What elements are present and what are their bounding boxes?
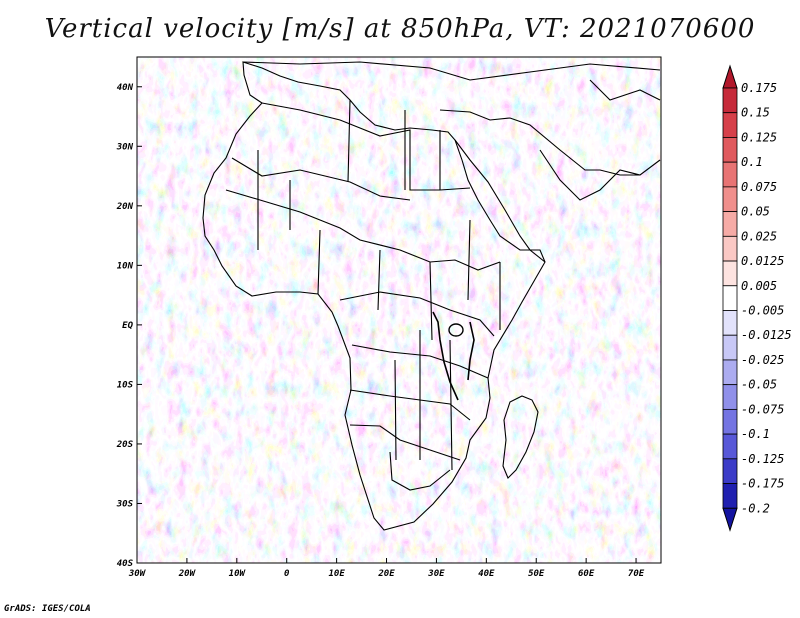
colorbar-label: -0.075	[741, 402, 784, 416]
lat-tick-label: 20S	[116, 440, 134, 450]
colorbar-swatch	[722, 211, 738, 237]
map-title: Vertical velocity [m/s] at 850hPa, VT: 2…	[44, 14, 756, 44]
lon-tick-label: 20W	[178, 569, 197, 579]
colorbar-label: 0.025	[741, 229, 777, 243]
lon-tick-label: 10E	[328, 569, 345, 579]
lat-tick-label: 40N	[117, 83, 134, 93]
colorbar-label: 0.1	[741, 155, 763, 169]
footer-credit: GrADS: IGES/COLA	[4, 604, 91, 614]
colorbar-label: -0.1	[741, 427, 770, 441]
colorbar-label: -0.025	[741, 353, 784, 367]
colorbar: 0.175 0.15 0.125 0.1 0.075 0.05 0.025 0.0125 0.0…	[722, 64, 792, 532]
lon-tick-label: 20E	[377, 569, 395, 579]
colorbar-swatch	[722, 310, 738, 336]
colorbar-swatch	[722, 433, 738, 460]
lat-tick-label: 10N	[117, 261, 134, 271]
lon-tick-label: 50E	[528, 569, 545, 579]
colorbar-swatch	[722, 359, 738, 386]
colorbar-swatch	[722, 235, 738, 262]
lon-tick-label: 0	[284, 569, 290, 579]
colorbar-label: 0.005	[741, 279, 777, 293]
lat-tick-label: 20N	[116, 202, 134, 212]
colorbar-label: -0.175	[741, 477, 784, 491]
colorbar-label: -0.2	[741, 501, 770, 515]
lon-tick-label: 60E	[578, 569, 595, 579]
colorbar-swatch	[722, 161, 738, 188]
colorbar-label: 0.0125	[741, 254, 784, 268]
lon-tick-labels: 30W 20W 10W 0 10E 20E 30E 40E 50E 60E 70E	[128, 558, 645, 579]
colorbar-label: 0.075	[741, 180, 777, 194]
lat-tick-label: 10S	[117, 380, 134, 390]
colorbar-swatch	[722, 334, 738, 361]
vertical-velocity-field	[137, 57, 661, 563]
coastlines-borders	[202, 61, 661, 531]
lat-tick-label: 30S	[116, 499, 134, 509]
lat-tick-label: EQ	[122, 321, 133, 331]
colorbar-swatch	[722, 137, 738, 163]
lat-tick-label: 30N	[116, 142, 134, 152]
colorbar-label: -0.125	[741, 452, 784, 466]
colorbar-label: 0.125	[741, 130, 777, 144]
colorbar-label: -0.005	[741, 304, 784, 318]
lat-tick-labels: 40N 30N 20N 10N EQ 10S 20S 30S 40S	[116, 83, 142, 569]
colorbar-swatch	[722, 87, 738, 114]
colorbar-swatch	[722, 458, 738, 484]
colorbar-bottom-arrow	[722, 507, 738, 532]
colorbar-label: 0.15	[741, 106, 770, 120]
colorbar-swatch	[722, 112, 738, 138]
lon-tick-label: 40E	[478, 569, 495, 579]
colorbar-swatch	[722, 384, 738, 410]
map-frame	[136, 56, 662, 564]
lon-tick-label: 10W	[229, 569, 247, 579]
colorbar-label: 0.05	[741, 205, 770, 219]
colorbar-swatch	[722, 186, 738, 213]
colorbar-swatch	[722, 285, 738, 311]
lon-tick-label: 70E	[628, 569, 645, 579]
lon-tick-label: 30E	[427, 569, 445, 579]
colorbar-top-arrow	[722, 64, 738, 89]
colorbar-label: -0.05	[741, 378, 777, 392]
lon-tick-label: 30W	[128, 569, 147, 579]
lat-tick-label: 40S	[117, 559, 134, 569]
colorbar-swatch	[722, 483, 738, 509]
colorbar-swatch	[722, 260, 738, 287]
colorbar-label: 0.175	[741, 81, 777, 95]
colorbar-swatch	[722, 408, 738, 435]
colorbar-label: -0.0125	[741, 328, 792, 342]
